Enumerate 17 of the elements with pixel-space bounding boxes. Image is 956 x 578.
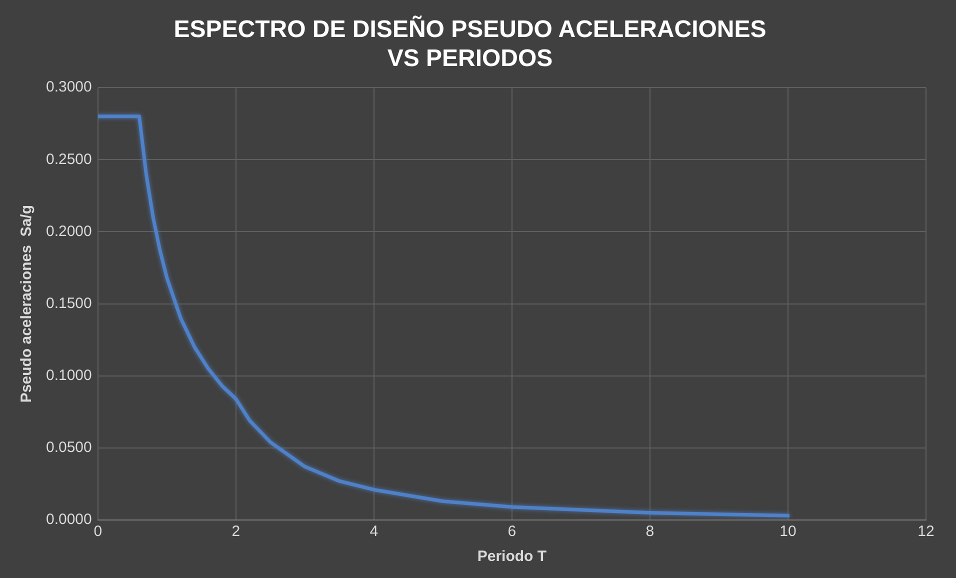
y-axis-title: Pseudo aceleraciones Sa/g — [18, 205, 36, 403]
x-tick-label: 0 — [94, 523, 102, 540]
x-tick-label: 2 — [232, 523, 240, 540]
x-axis-title: Periodo T — [477, 548, 547, 566]
y-tick-label: 0.0000 — [46, 511, 92, 528]
y-tick-label: 0.2000 — [46, 222, 92, 240]
y-tick-label: 0.0500 — [46, 439, 92, 456]
x-tick-label: 12 — [918, 523, 934, 540]
y-tick-label: 0.3000 — [46, 78, 92, 96]
y-tick-label: 0.1000 — [46, 367, 92, 384]
x-tick-label: 4 — [370, 523, 378, 540]
x-tick-label: 8 — [646, 523, 654, 540]
x-tick-label: 6 — [508, 523, 516, 540]
chart-title: ESPECTRO DE DISEÑO PSEUDO ACELERACIONES VS PERIODOS — [174, 15, 766, 72]
y-tick-label: 0.2500 — [46, 150, 92, 168]
y-tick-label: 0.1500 — [46, 294, 92, 312]
x-tick-label: 10 — [780, 523, 796, 540]
